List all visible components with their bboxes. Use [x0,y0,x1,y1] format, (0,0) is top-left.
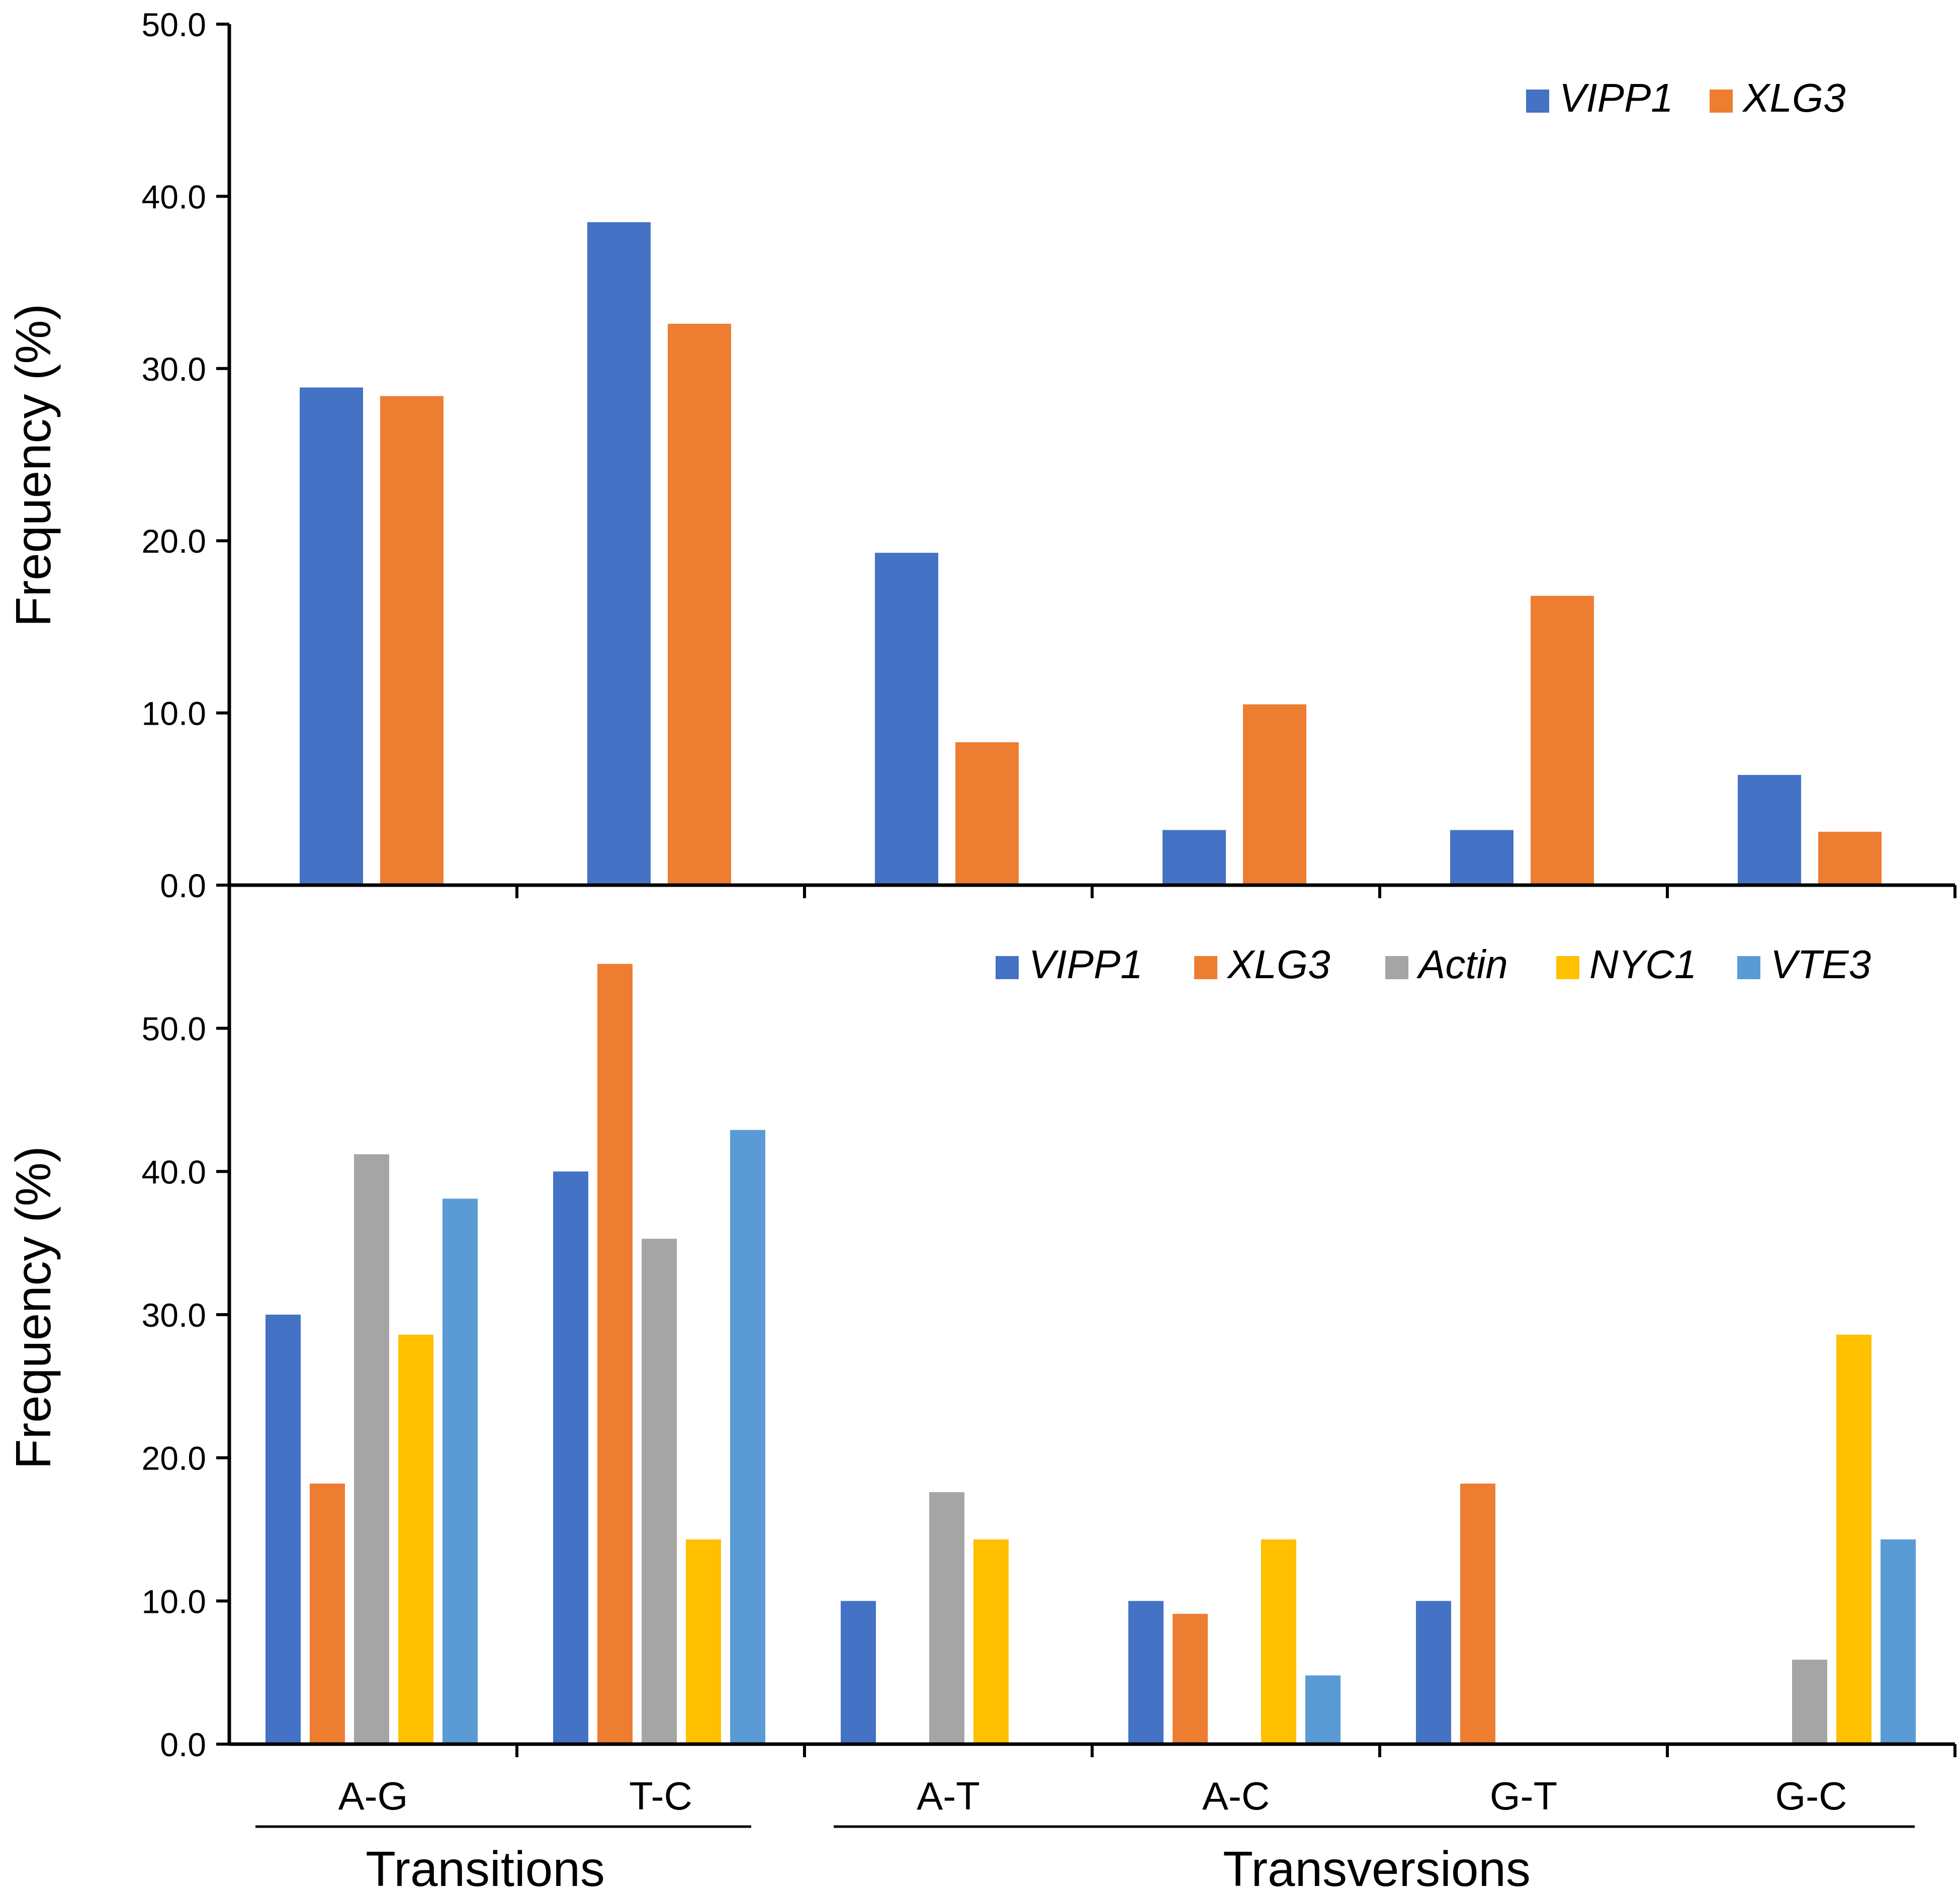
bot-bar-nyc1-t-c [686,1539,721,1744]
bot-bar-actin-a-t [929,1492,964,1744]
bot-y-tick-label: 50.0 [142,1010,206,1048]
bot-bar-vte3-t-c [730,1130,765,1744]
top-bar-vipp1-t-c [587,222,651,885]
top-axes [227,24,1956,898]
top-y-tick-label: 30.0 [142,351,206,388]
top-bar-xlg3-g-t [1531,595,1594,885]
legend-label-nyc1: NYC1 [1589,942,1697,987]
legend-label-actin: Actin [1416,942,1508,987]
top-bar-vipp1-a-t [875,553,938,885]
top-bar-xlg3-g-c [1818,831,1882,885]
bot-y-tick-label: 30.0 [142,1297,206,1334]
legend-swatch-vte3 [1737,956,1760,979]
legend-label-xlg3: XLG3 [1742,75,1846,120]
top-bar-vipp1-g-t [1450,830,1513,885]
legend-label-vte3: VTE3 [1770,942,1871,987]
x-tick-label-g-t: G-T [1490,1774,1557,1818]
x-tick-label-t-c: T-C [629,1774,692,1818]
bot-bar-actin-t-c [642,1239,677,1744]
bottom-bars [265,964,1916,1744]
bot-bar-vipp1-a-c [1128,1601,1164,1744]
top-y-tick-label: 0.0 [160,867,206,904]
legend-label-vipp1: VIPP1 [1029,942,1143,987]
top-y-ticks: 0.0 10.0 20.0 30.0 40.0 50.0 [142,6,229,904]
bot-bar-xlg3-t-c [597,964,633,1744]
top-y-tick-label: 10.0 [142,695,206,732]
bot-y-tick-label: 40.0 [142,1153,206,1190]
bot-bar-vipp1-t-c [553,1171,588,1744]
bot-bar-vte3-a-c [1305,1675,1341,1744]
bot-bar-nyc1-a-g [398,1334,433,1744]
bot-bar-vipp1-a-g [265,1315,301,1744]
legend-swatch-xlg3 [1710,90,1733,113]
legend-swatch-vipp1 [1526,90,1549,113]
x-tick-label-a-g: A-G [338,1774,408,1818]
bot-y-tick-label: 0.0 [160,1726,206,1763]
top-panel: 0.0 10.0 20.0 30.0 40.0 50.0 Frequency (%) VI… [6,6,1956,904]
bot-bar-nyc1-g-c [1836,1334,1872,1744]
top-bars [300,222,1882,885]
bot-bar-vipp1-a-t [841,1601,876,1744]
bottom-y-ticks: 0.0 10.0 20.0 30.0 40.0 50.0 [142,1010,229,1763]
bottom-axes [227,885,1956,1757]
group-label-transversions: Transversions [1223,1841,1531,1895]
bot-bar-actin-a-g [354,1154,389,1744]
top-legend: VIPP1 XLG3 [1526,75,1846,120]
legend-label-vipp1: VIPP1 [1559,75,1673,120]
top-bar-xlg3-a-c [1243,704,1306,885]
top-y-tick-label: 20.0 [142,523,206,560]
bot-bar-nyc1-a-t [973,1539,1009,1744]
top-bar-xlg3-a-g [380,396,443,885]
x-tick-label-a-t: A-T [917,1774,980,1818]
legend-swatch-nyc1 [1556,956,1579,979]
legend-swatch-actin [1385,956,1408,979]
legend-swatch-vipp1 [996,956,1019,979]
top-bar-vipp1-a-c [1163,830,1226,885]
top-bar-vipp1-a-g [300,387,363,885]
bot-bar-nyc1-a-c [1261,1539,1296,1744]
top-bar-vipp1-g-c [1738,774,1801,885]
category-groups: Transitions Transversions [255,1825,1915,1895]
bot-bar-actin-g-c [1792,1660,1827,1744]
x-tick-label-a-c: A-C [1202,1774,1270,1818]
legend-swatch-xlg3 [1194,956,1217,979]
bottom-legend: VIPP1 XLG3 Actin NYC1 VTE3 [996,942,1871,987]
group-label-transitions: Transitions [366,1841,605,1895]
bot-bar-vte3-a-g [442,1198,478,1744]
bot-bar-vipp1-g-t [1416,1601,1451,1744]
bot-bar-xlg3-a-g [310,1483,345,1744]
top-bar-xlg3-t-c [668,323,731,885]
bottom-panel: 0.0 10.0 20.0 30.0 40.0 50.0 Frequency (%) VI… [6,885,1956,1895]
bot-y-tick-label: 20.0 [142,1440,206,1477]
top-y-axis-label: Frequency (%) [6,304,61,627]
bot-bar-vte3-g-c [1881,1539,1916,1744]
bot-bar-xlg3-g-t [1460,1483,1495,1744]
bot-bar-xlg3-a-c [1173,1613,1208,1744]
x-tick-labels: A-G T-C A-T A-C G-T G-C [338,1774,1847,1818]
top-bar-xlg3-a-t [955,742,1019,885]
bottom-y-axis-label: Frequency (%) [6,1146,61,1470]
legend-label-xlg3: XLG3 [1226,942,1330,987]
x-tick-label-g-c: G-C [1775,1774,1847,1818]
bot-y-tick-label: 10.0 [142,1583,206,1620]
top-y-tick-label: 50.0 [142,6,206,43]
top-y-tick-label: 40.0 [142,178,206,215]
